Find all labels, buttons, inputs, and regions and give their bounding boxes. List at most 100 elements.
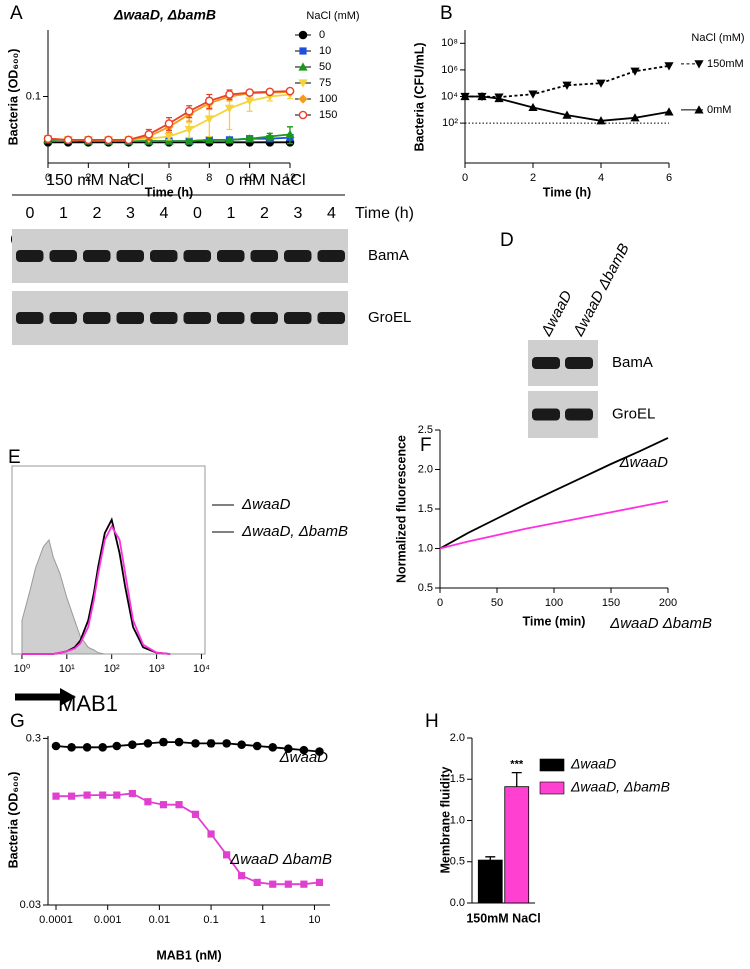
marker — [184, 125, 194, 135]
panel-label: E — [8, 447, 21, 468]
lane-axis-label: Time (h) — [355, 205, 414, 222]
legend-label: 150 — [319, 109, 337, 121]
panel-label: H — [425, 711, 439, 732]
marker — [299, 745, 309, 755]
blot-band — [217, 250, 245, 262]
marker — [175, 801, 183, 809]
legend-label: ΔwaaD, ΔbamB — [570, 779, 670, 795]
panel-label: B — [440, 3, 453, 24]
marker — [164, 132, 174, 142]
lane-label: 3 — [294, 205, 303, 222]
x-tick-label: 1 — [260, 914, 266, 926]
x-tick-label: 0.001 — [94, 914, 122, 926]
x-tick-label: 6 — [166, 172, 172, 184]
x-tick-label: 0.01 — [149, 914, 170, 926]
marker — [562, 81, 572, 90]
blot-band — [16, 250, 44, 262]
marker — [224, 104, 235, 113]
panel-label: D — [500, 230, 514, 251]
marker — [112, 741, 122, 751]
x-tick-label: 6 — [666, 172, 672, 184]
marker — [596, 79, 606, 88]
x-tick-label: 2 — [85, 172, 91, 184]
line — [56, 792, 320, 886]
legend-marker — [694, 105, 704, 114]
legend-swatch — [539, 758, 565, 772]
marker — [285, 86, 295, 96]
lane-label: 0 — [193, 205, 202, 222]
marker — [224, 135, 235, 144]
legend-label: ΔwaaD — [570, 756, 616, 772]
marker — [630, 113, 640, 122]
marker — [284, 880, 292, 888]
x-tick-label: 0 — [462, 172, 468, 184]
marker — [562, 110, 572, 119]
marker — [494, 93, 504, 103]
x-tick-label: 100 — [545, 597, 563, 609]
y-tick-label: 0.5 — [418, 582, 433, 594]
marker — [51, 741, 61, 751]
marker — [284, 744, 293, 754]
panel-label: A — [10, 3, 23, 24]
row-label: BamA — [368, 247, 409, 264]
y-tick-label: 1.0 — [450, 814, 465, 826]
marker — [43, 134, 53, 144]
y-tick-label: 0.5 — [450, 856, 465, 868]
marker — [204, 135, 214, 144]
blot-band — [565, 357, 593, 369]
blot-band — [217, 312, 245, 324]
series-label: ΔwaaD — [619, 454, 669, 471]
error-bar — [511, 772, 522, 787]
marker — [253, 878, 261, 886]
x-tick-label: 50 — [491, 597, 503, 609]
blot-band — [317, 250, 345, 262]
x-axis-label: MAB1 (nM) — [156, 948, 221, 962]
x-axis-label: Time (h) — [145, 185, 193, 199]
blot-band — [49, 312, 77, 324]
significance: *** — [510, 759, 524, 771]
marker — [159, 801, 168, 809]
marker — [82, 743, 92, 752]
y-tick-label: 2.5 — [418, 424, 433, 436]
x-tick-label: 0 — [45, 172, 51, 184]
marker — [285, 129, 295, 138]
legend-marker — [298, 62, 308, 71]
x-tick-label: 150mM NaCl — [466, 911, 540, 925]
panel-label: G — [10, 711, 25, 732]
marker — [245, 88, 254, 97]
x-tick-label: 10⁰ — [14, 663, 31, 675]
line — [439, 500, 669, 550]
lane-label: 2 — [93, 205, 102, 222]
legend-marker — [298, 79, 308, 88]
marker — [184, 106, 194, 116]
error-bar — [485, 856, 496, 861]
bar — [477, 859, 503, 904]
lane-label: 0 — [26, 205, 35, 222]
legend-label: 0mM — [707, 104, 731, 116]
marker — [67, 743, 76, 752]
lane-label: 3 — [126, 205, 135, 222]
marker — [252, 741, 262, 751]
blot-band — [150, 250, 178, 262]
line — [439, 437, 669, 550]
column-label: ΔwaaD ΔbamB — [570, 241, 633, 340]
blot-band — [16, 312, 44, 324]
marker — [528, 90, 538, 99]
blot-band — [183, 312, 211, 324]
x-tick-label: 8 — [206, 172, 212, 184]
marker — [113, 791, 121, 799]
marker — [104, 135, 113, 145]
marker — [204, 115, 214, 124]
marker — [222, 739, 231, 748]
y-tick-label: 10⁶ — [441, 64, 458, 76]
marker — [205, 96, 214, 106]
marker — [52, 792, 60, 800]
x-tick-label: 0.0001 — [39, 914, 73, 926]
y-tick-label: 0.03 — [20, 899, 41, 911]
x-axis-label: MAB1 — [58, 691, 118, 716]
marker — [83, 791, 91, 799]
x-tick-label: 200 — [659, 597, 677, 609]
y-axis-label: Bacteria (OD₆₀₀) — [6, 49, 20, 146]
y-axis-label: Membrane fluidity — [438, 766, 452, 873]
legend-marker — [298, 94, 308, 104]
